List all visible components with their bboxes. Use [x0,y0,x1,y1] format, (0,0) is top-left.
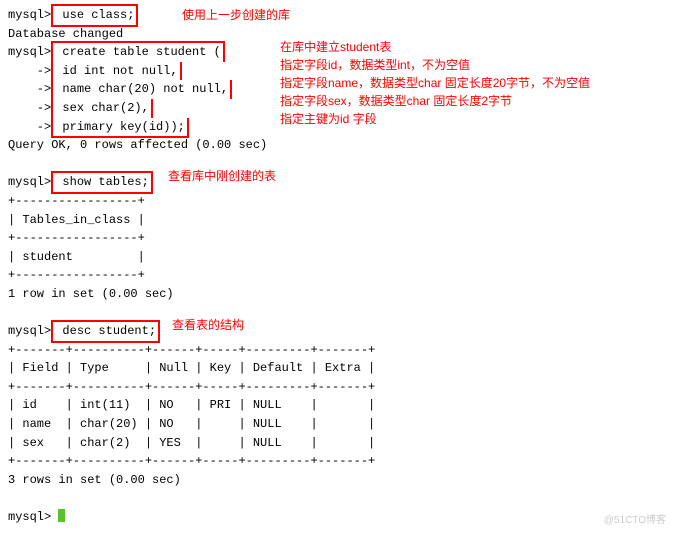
line-show-tables: mysql> show tables; [8,173,666,192]
tbl2-r2: | name | char(20) | NO | | NULL | | [8,415,666,434]
out-query-ok: Query OK, 0 rows affected (0.00 sec) [8,136,666,155]
line-final-prompt[interactable]: mysql> [8,508,666,527]
tbl1-h: | Tables_in_class | [8,211,666,230]
note-use-class: 使用上一步创建的库 [182,6,290,25]
tbl2-b3: +-------+----------+------+-----+-------… [8,452,666,471]
tbl2-r1: | id | int(11) | NO | PRI | NULL | | [8,396,666,415]
cmd-create-3: name char(20) not null, [51,80,232,99]
cmd-show-tables: show tables; [51,171,153,194]
tbl2-h: | Field | Type | Null | Key | Default | … [8,359,666,378]
note-create-2: 指定字段id，数据类型int，不为空值 [280,56,470,75]
note-create-4: 指定字段sex，数据类型char 固定长度2字节 [280,92,512,111]
cmd-create-1: create table student ( [51,41,225,62]
tbl1-b3: +-----------------+ [8,266,666,285]
line-desc: mysql> desc student; [8,322,666,341]
cmd-create-5: primary key(id)); [51,118,189,139]
note-desc: 查看表的结构 [172,316,244,335]
cursor-icon [58,509,65,522]
watermark: @51CTO博客 [604,513,666,529]
tbl1-b2: +-----------------+ [8,229,666,248]
tbl1-b1: +-----------------+ [8,192,666,211]
blank-3 [8,489,666,508]
tbl2-r3: | sex | char(2) | YES | | NULL | | [8,434,666,453]
note-create-3: 指定字段name，数据类型char 固定长度20字节，不为空值 [280,74,590,93]
note-create-1: 在库中建立student表 [280,38,391,57]
cmd-desc: desc student; [51,320,160,343]
cmd-create-2: id int not null, [51,62,181,81]
out-3rows: 3 rows in set (0.00 sec) [8,471,666,490]
note-show-tables: 查看库中刚创建的表 [168,167,276,186]
prompt: mysql> [8,8,51,22]
tbl1-r: | student | [8,248,666,267]
cmd-create-4: sex char(2), [51,99,153,118]
out-1row: 1 row in set (0.00 sec) [8,285,666,304]
tbl2-b2: +-------+----------+------+-----+-------… [8,378,666,397]
note-create-5: 指定主键为id 字段 [280,110,377,129]
tbl2-b1: +-------+----------+------+-----+-------… [8,341,666,360]
cmd-use-class: use class; [51,4,138,27]
line-use-class: mysql> use class; [8,6,666,25]
